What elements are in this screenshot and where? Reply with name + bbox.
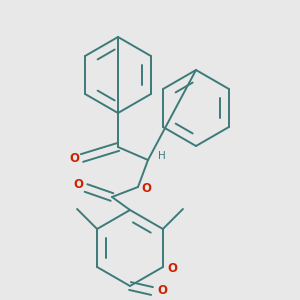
- Text: O: O: [167, 262, 177, 275]
- Text: O: O: [141, 182, 151, 196]
- Text: O: O: [69, 152, 79, 164]
- Text: O: O: [157, 284, 167, 298]
- Text: H: H: [158, 151, 166, 161]
- Text: O: O: [73, 178, 83, 191]
